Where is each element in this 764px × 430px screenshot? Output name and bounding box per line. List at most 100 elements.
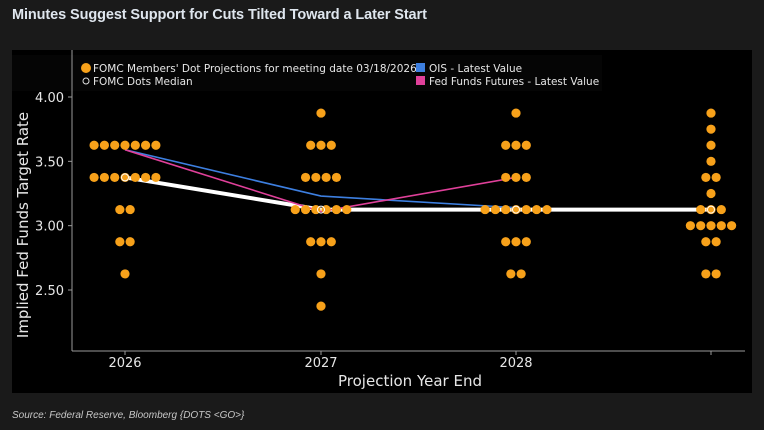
dot-projection bbox=[300, 172, 311, 183]
dot-projection bbox=[711, 172, 721, 183]
pink-square-icon bbox=[416, 76, 425, 85]
dot-projection bbox=[99, 172, 109, 183]
legend-label: Fed Funds Futures - Latest Value bbox=[429, 76, 599, 88]
dot-projection bbox=[306, 237, 316, 247]
x-tick-label: 2026 bbox=[108, 356, 141, 371]
dot-projection bbox=[521, 237, 531, 247]
dot-projection bbox=[706, 124, 716, 134]
dot-projection bbox=[501, 237, 511, 247]
dot-projection bbox=[151, 172, 161, 183]
dot-projection bbox=[685, 221, 696, 231]
dot-projection bbox=[311, 172, 321, 183]
dot-projection bbox=[521, 204, 531, 215]
orange-dot-icon bbox=[81, 63, 91, 73]
dot-projection bbox=[342, 204, 352, 215]
dot-projection bbox=[151, 140, 161, 150]
dot-projection bbox=[331, 204, 342, 215]
dot-projection bbox=[521, 172, 531, 183]
dot-projection bbox=[701, 269, 711, 279]
dot-projection bbox=[300, 204, 311, 215]
legend-label: OIS - Latest Value bbox=[429, 63, 522, 75]
dot-projection bbox=[120, 140, 130, 150]
dot-projection bbox=[125, 204, 135, 215]
dot-projection bbox=[110, 172, 120, 183]
dot-projection bbox=[331, 172, 342, 183]
axes: 4.00 3.50 3.00 2.50 2026 2027 2028 Projection Y… bbox=[14, 50, 745, 390]
dot-projection bbox=[141, 172, 151, 183]
chart-area: FOMC Members' Dot Projections for meetin… bbox=[12, 50, 752, 393]
dot-projection bbox=[696, 221, 706, 231]
median-marker bbox=[317, 205, 325, 214]
median-marker bbox=[512, 205, 520, 214]
source-note: Source: Federal Reserve, Bloomberg {DOTS… bbox=[12, 410, 245, 421]
legend-background bbox=[12, 55, 602, 91]
dot-projection bbox=[326, 237, 336, 247]
dot-projection bbox=[316, 301, 326, 311]
series-line-ois-latest-value bbox=[124, 148, 517, 209]
dot-projection bbox=[99, 140, 109, 150]
dot-projection bbox=[716, 204, 726, 215]
dot-projection bbox=[115, 204, 125, 215]
dot-projection bbox=[480, 204, 490, 215]
dot-projection bbox=[316, 237, 326, 247]
dot-projection bbox=[120, 269, 130, 279]
dot-projection bbox=[316, 269, 326, 279]
x-tick-label: 2028 bbox=[499, 356, 532, 371]
dots bbox=[89, 108, 737, 311]
series-line-fed-funds-futures-latest-value bbox=[124, 148, 517, 213]
legend-label: FOMC Dots Median bbox=[93, 76, 193, 88]
dot-projection bbox=[706, 221, 716, 231]
dot-projection bbox=[290, 204, 300, 215]
y-axis-label: Implied Fed Funds Target Rate bbox=[14, 112, 32, 338]
dot-projection bbox=[542, 204, 552, 215]
dot-projection bbox=[511, 237, 521, 247]
dot-plot-chart: FOMC Members' Dot Projections for meetin… bbox=[12, 50, 745, 390]
dot-projection bbox=[511, 108, 521, 118]
y-tick-label: 2.50 bbox=[35, 284, 64, 299]
dot-projection bbox=[506, 269, 516, 279]
dot-projection bbox=[141, 140, 151, 150]
dot-projection bbox=[316, 140, 326, 150]
dot-projection bbox=[706, 140, 716, 150]
dot-projection bbox=[115, 237, 125, 247]
chart-title: Minutes Suggest Support for Cuts Tilted … bbox=[12, 7, 427, 23]
dot-projection bbox=[501, 140, 511, 150]
dot-projection bbox=[501, 172, 511, 183]
dot-projection bbox=[306, 140, 316, 150]
dot-projection bbox=[711, 269, 721, 279]
dot-projection bbox=[511, 140, 521, 150]
dot-projection bbox=[490, 204, 500, 215]
blue-square-icon bbox=[416, 63, 425, 72]
dot-projection bbox=[706, 108, 716, 118]
dot-projection bbox=[521, 140, 531, 150]
dot-projection bbox=[516, 269, 526, 279]
median-marker bbox=[121, 173, 129, 182]
dot-projection bbox=[501, 204, 511, 215]
series-lines bbox=[124, 148, 711, 213]
dot-projection bbox=[321, 172, 331, 183]
dot-projection bbox=[326, 140, 336, 150]
dot-projection bbox=[701, 237, 711, 247]
dot-projection bbox=[89, 140, 99, 150]
median-marker bbox=[707, 205, 715, 214]
legend-label: FOMC Members' Dot Projections for meetin… bbox=[93, 63, 417, 75]
x-axis-label: Projection Year End bbox=[338, 372, 482, 390]
x-tick-label: 2027 bbox=[304, 356, 337, 371]
dot-projection bbox=[532, 204, 542, 215]
hollow-circle-icon bbox=[82, 77, 90, 85]
dot-projection bbox=[711, 237, 721, 247]
y-tick-label: 3.00 bbox=[35, 220, 64, 235]
dot-projection bbox=[316, 108, 326, 118]
dot-projection bbox=[110, 140, 120, 150]
dot-projection bbox=[706, 156, 716, 166]
dot-projection bbox=[130, 172, 140, 183]
legend: FOMC Members' Dot Projections for meetin… bbox=[12, 55, 602, 91]
dot-projection bbox=[125, 237, 135, 247]
dot-projection bbox=[130, 140, 140, 150]
series-line-fomc-dots-median bbox=[124, 175, 711, 212]
y-tick-label: 4.00 bbox=[35, 91, 64, 106]
dot-projection bbox=[696, 204, 706, 215]
dot-projection bbox=[701, 172, 711, 183]
dot-projection bbox=[511, 172, 521, 183]
y-tick-label: 3.50 bbox=[35, 155, 64, 170]
